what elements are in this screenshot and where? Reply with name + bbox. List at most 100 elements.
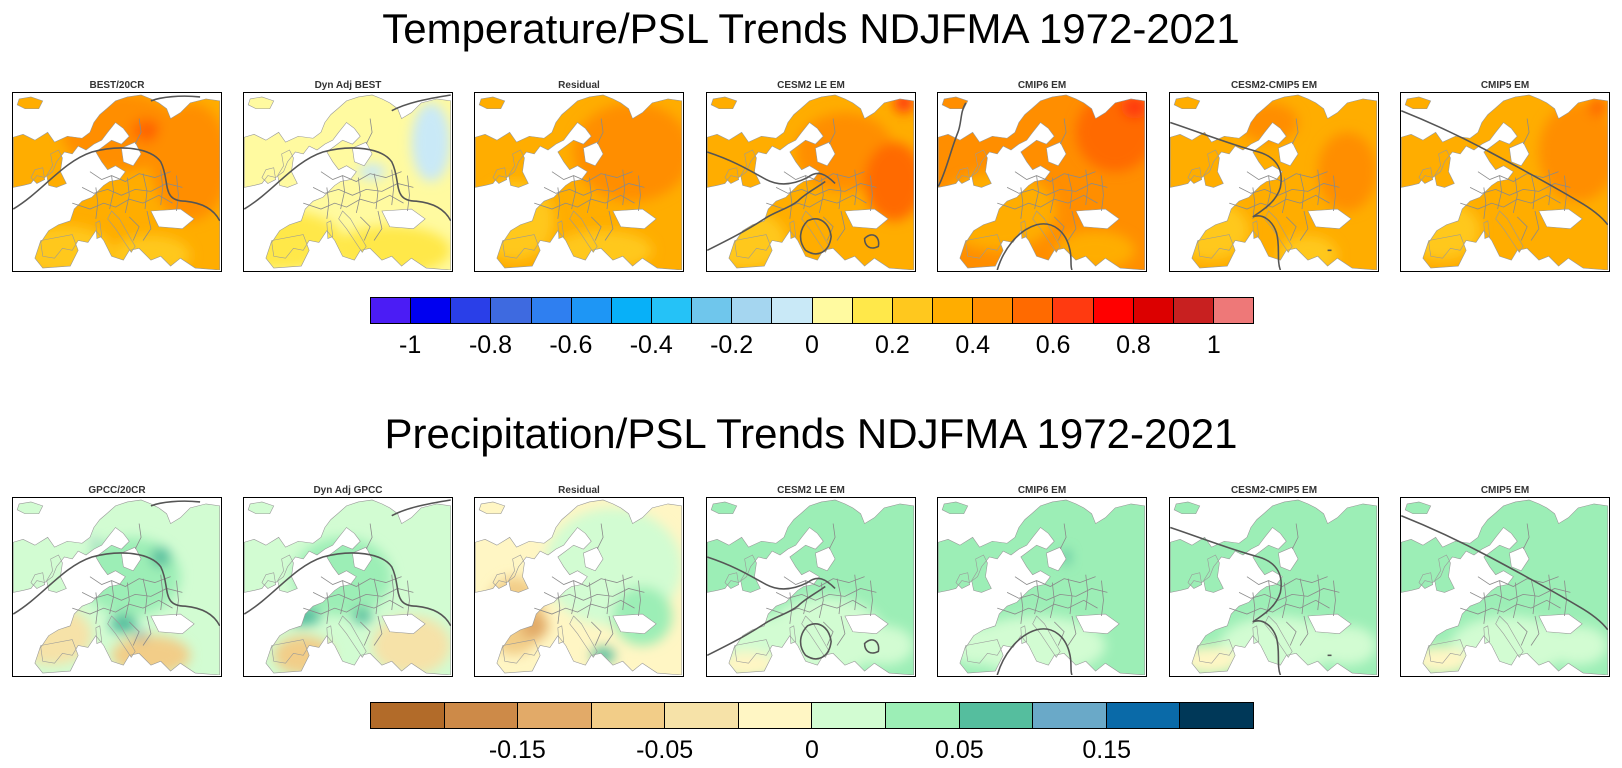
temperature-colorbar-cell (531, 298, 572, 323)
precipitation-colorbar-cell (591, 703, 666, 728)
psl-contour (707, 151, 836, 185)
precipitation-map (707, 499, 914, 675)
precipitation-colorbar-cell (1180, 703, 1253, 728)
precipitation-colorbar (370, 702, 1254, 729)
psl-contour (707, 180, 826, 252)
temperature-map-panel (474, 92, 684, 272)
temperature-map-panel (937, 92, 1147, 272)
precipitation-colorbar-cell (665, 703, 739, 728)
psl-contour (1252, 620, 1282, 675)
precipitation-panel-title: Residual (558, 485, 600, 496)
precipitation-colorbar-cell (371, 703, 445, 728)
temperature-panel-title: BEST/20CR (89, 80, 145, 91)
temperature-colorbar-cell (772, 298, 813, 323)
temperature-colorbar-cell (812, 298, 853, 323)
temperature-panel-title: CMIP5 EM (1480, 80, 1530, 91)
precipitation-colorbar-tick-label: -0.15 (488, 736, 546, 764)
precipitation-map-panel (243, 497, 453, 677)
temperature-section-title: Temperature/PSL Trends NDJFMA 1972-2021 (382, 5, 1240, 52)
temperature-panel-title: Dyn Adj BEST (314, 80, 382, 91)
precipitation-map-panel (1400, 497, 1610, 677)
temperature-colorbar-cell (932, 298, 974, 323)
precipitation-map-panel (706, 497, 916, 677)
precipitation-colorbar-cell (444, 703, 519, 728)
psl-contour (13, 147, 220, 222)
temperature-colorbar-cell (371, 298, 412, 323)
temperature-colorbar (370, 297, 1254, 324)
precipitation-colorbar-cell (959, 703, 1034, 728)
temperature-panel-title: CMIP6 EM (1017, 80, 1067, 91)
precipitation-map (244, 499, 451, 675)
temperature-colorbar-tick-label: 0.8 (1116, 331, 1151, 359)
precipitation-panel-title: CESM2 LE EM (777, 485, 845, 496)
psl-contour (863, 639, 880, 654)
precipitation-map-panel (1169, 497, 1379, 677)
psl-contour (938, 102, 967, 187)
psl-contour (1401, 109, 1608, 226)
psl-contour (13, 552, 220, 627)
precipitation-colorbar-cell (812, 703, 887, 728)
temperature-map-panel (12, 92, 222, 272)
temperature-panel-title: Residual (558, 80, 600, 91)
temperature-map-panel (243, 92, 453, 272)
psl-contour (1170, 526, 1282, 623)
temperature-colorbar-cell (852, 298, 893, 323)
precipitation-colorbar-cell (738, 703, 813, 728)
temperature-colorbar-cell (571, 298, 612, 323)
precipitation-section-title: Precipitation/PSL Trends NDJFMA 1972-202… (384, 410, 1238, 457)
precipitation-panel-title: GPCC/20CR (88, 485, 146, 496)
psl-contour (1170, 121, 1282, 218)
precipitation-colorbar-tick-label: 0.15 (1082, 736, 1131, 764)
temperature-colorbar-cell (491, 298, 532, 323)
temperature-map (244, 94, 451, 270)
psl-contour (1401, 514, 1608, 631)
psl-contour (244, 552, 451, 627)
temperature-colorbar-cell (973, 298, 1014, 323)
temperature-colorbar-tick-label: -0.2 (710, 331, 754, 359)
precipitation-colorbar-tick-label: -0.05 (636, 736, 694, 764)
temperature-colorbar-cell (692, 298, 733, 323)
precipitation-colorbar-cell (518, 703, 592, 728)
temperature-map (1170, 94, 1377, 270)
temperature-colorbar-cell (732, 298, 773, 323)
temperature-colorbar-tick-label: 1 (1206, 331, 1221, 359)
psl-contour (150, 500, 201, 507)
psl-contour (391, 94, 451, 112)
precipitation-map-panel (12, 497, 222, 677)
psl-contour (1252, 215, 1282, 270)
temperature-map (1401, 94, 1608, 270)
precipitation-colorbar-cell (1106, 703, 1181, 728)
temperature-colorbar-cell (451, 298, 492, 323)
precipitation-colorbar-cell (886, 703, 960, 728)
temperature-colorbar-tick-label: -0.8 (468, 331, 513, 359)
psl-contour (150, 95, 201, 102)
precipitation-map (1401, 499, 1608, 675)
temperature-map-panel (1169, 92, 1379, 272)
psl-contour (996, 223, 1073, 270)
precipitation-map-panel (474, 497, 684, 677)
psl-contour (707, 585, 826, 657)
precipitation-colorbar-tick-label: 0.05 (934, 736, 984, 764)
temperature-colorbar-cell (892, 298, 933, 323)
temperature-colorbar-cell (1093, 298, 1134, 323)
precipitation-colorbar-tick-label: 0 (805, 736, 819, 764)
temperature-colorbar-cell (1213, 298, 1254, 323)
precipitation-panel-title: CMIP5 EM (1480, 485, 1530, 496)
temperature-colorbar-cell (651, 298, 693, 323)
temperature-panel-title: CESM2 LE EM (777, 80, 845, 91)
psl-contour (244, 147, 451, 222)
precipitation-map (13, 499, 220, 675)
precipitation-panel-title: Dyn Adj GPCC (313, 485, 383, 496)
temperature-colorbar-tick-label: 0.2 (874, 331, 910, 359)
psl-contour (391, 499, 451, 517)
temperature-colorbar-cell (411, 298, 452, 323)
psl-contour (799, 218, 832, 255)
precipitation-colorbar-cell (1033, 703, 1107, 728)
temperature-colorbar-tick-label: -1 (399, 331, 422, 359)
precipitation-map-panel (937, 497, 1147, 677)
temperature-colorbar-labels: -1 -0.8 -0.6 -0.4 -0.2 0 0.2 0.4 0.6 0.8 1 (370, 331, 1254, 361)
precipitation-map (938, 499, 1145, 675)
temperature-map-panel (1400, 92, 1610, 272)
precipitation-panel-title: CMIP6 EM (1017, 485, 1067, 496)
psl-contour (996, 628, 1073, 675)
